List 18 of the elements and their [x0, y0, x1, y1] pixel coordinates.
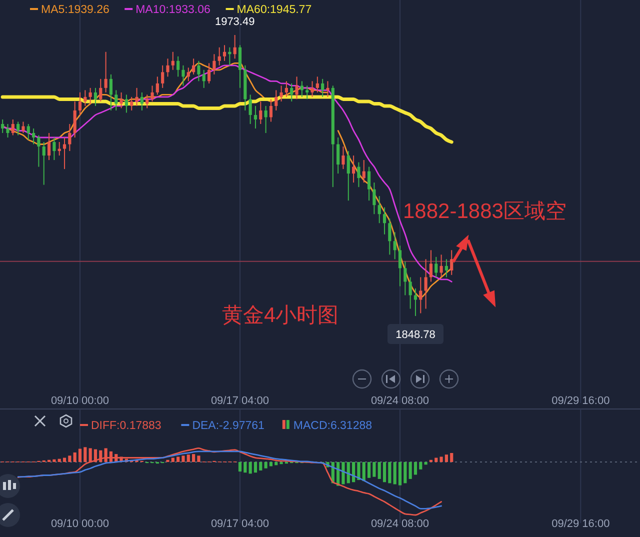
- x-tick-label: 09/17 04:00: [210, 518, 270, 530]
- annotation: 1973.49: [214, 16, 255, 28]
- legend-label: MA60:1945.77: [236, 4, 312, 16]
- legend-label: DEA:-2.97761: [192, 420, 264, 432]
- x-tick-label: 09/24 08:00: [370, 395, 430, 407]
- annotation: 黄金4小时图: [222, 304, 339, 327]
- x-tick-label: 09/29 16:00: [552, 518, 610, 530]
- annotation: 1848.78: [396, 329, 436, 341]
- legend-label: MACD:6.31288: [293, 420, 372, 432]
- x-tick-label: 09/17 04:00: [210, 395, 270, 407]
- legend-label: MA5:1939.26: [41, 4, 110, 16]
- legend-label: DIFF:0.17883: [91, 420, 162, 432]
- legend-label: MA10:1933.06: [136, 4, 210, 16]
- annotation: 1882-1883区域空: [403, 200, 566, 223]
- x-tick-label: 09/10 00:00: [50, 518, 110, 530]
- x-tick-label: 09/10 00:00: [50, 395, 110, 407]
- x-tick-label: 09/29 16:00: [552, 395, 610, 407]
- x-tick-label: 09/24 08:00: [370, 518, 430, 530]
